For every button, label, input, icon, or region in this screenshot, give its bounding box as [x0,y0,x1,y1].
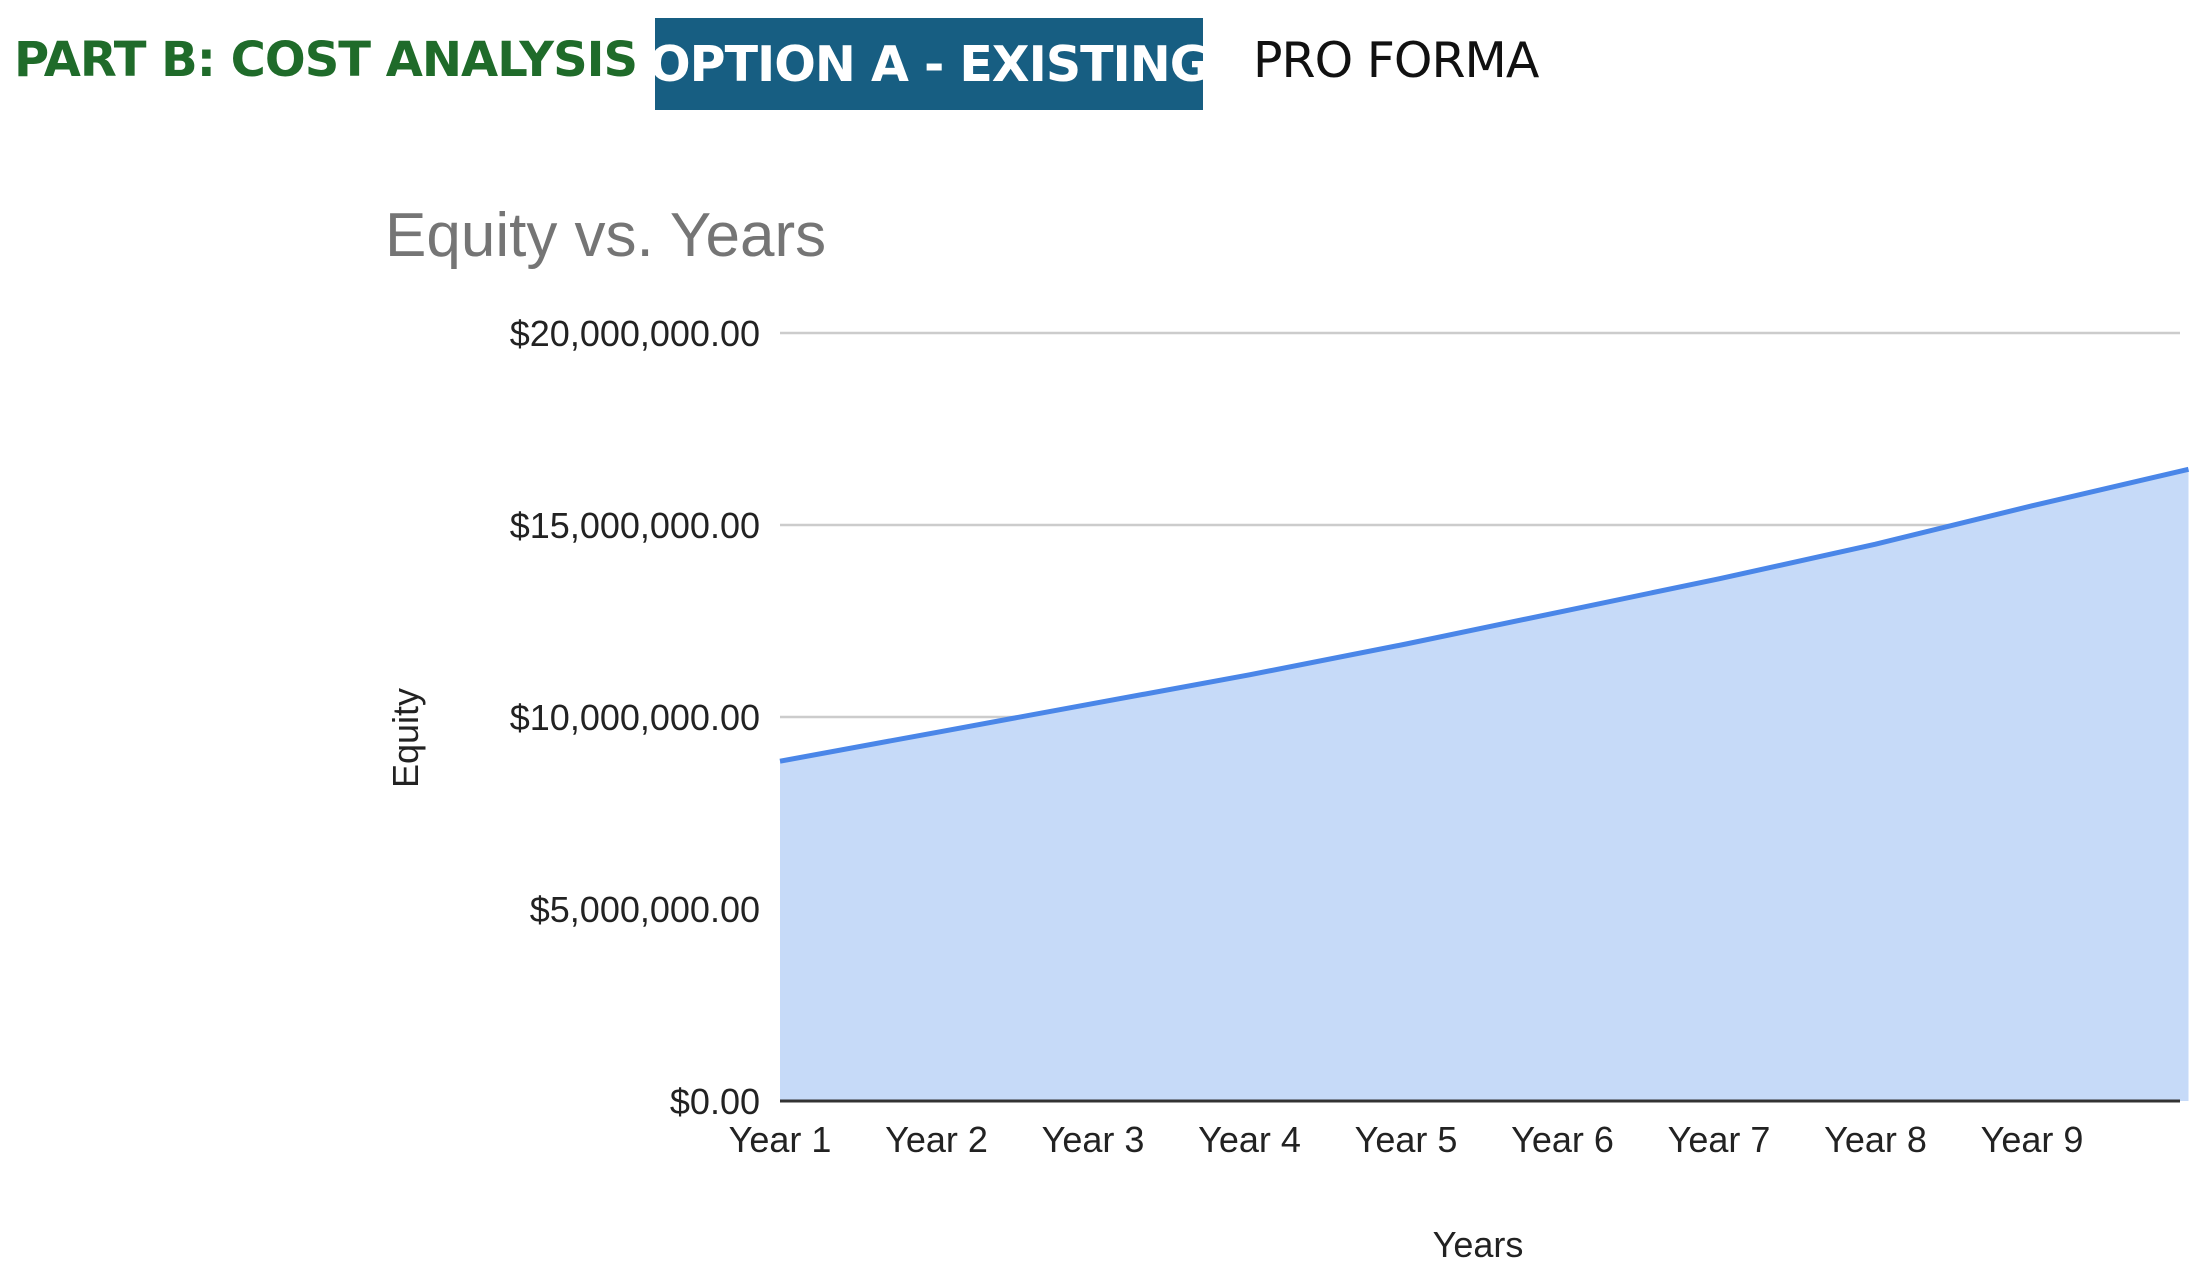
x-tick-label: Year 3 [1042,1119,1145,1160]
x-tick-label: Year 1 [729,1119,832,1160]
y-tick-label: $0.00 [670,1081,760,1122]
y-tick-label: $10,000,000.00 [510,697,760,738]
y-axis-ticks: $0.00 $5,000,000.00 $10,000,000.00 $15,000,… [510,313,760,1122]
chart-title: Equity vs. Years [385,201,826,270]
x-tick-label: Year 2 [885,1119,988,1160]
tab-pro-forma[interactable]: PRO FORMA [1253,32,1539,89]
y-axis-label: Equity [385,688,426,788]
section-title: PART B: COST ANALYSIS [14,32,638,88]
x-tick-label: Year 8 [1824,1119,1927,1160]
area-fill [780,469,2189,1101]
series-line [779,466,2190,764]
x-tick-label: Year 7 [1668,1119,1771,1160]
x-tick-label: Year 4 [1198,1119,1301,1160]
header: PART B: COST ANALYSIS OPTION A - EXISTIN… [0,18,2190,110]
y-tick-label: $5,000,000.00 [530,889,760,930]
x-tick-label: Year 9 [1981,1119,2084,1160]
y-tick-label: $15,000,000.00 [510,505,760,546]
area-series [779,466,2190,1101]
y-tick-label: $20,000,000.00 [510,313,760,354]
x-axis-ticks: Year 1 Year 2 Year 3 Year 4 Year 5 Year 6 Year… [729,1119,2084,1160]
x-tick-label: Year 6 [1511,1119,1614,1160]
tab-option-a-existing[interactable]: OPTION A - EXISTING [649,18,1210,110]
x-tick-label: Year 5 [1355,1119,1458,1160]
x-axis-label: Years [1433,1224,1524,1265]
